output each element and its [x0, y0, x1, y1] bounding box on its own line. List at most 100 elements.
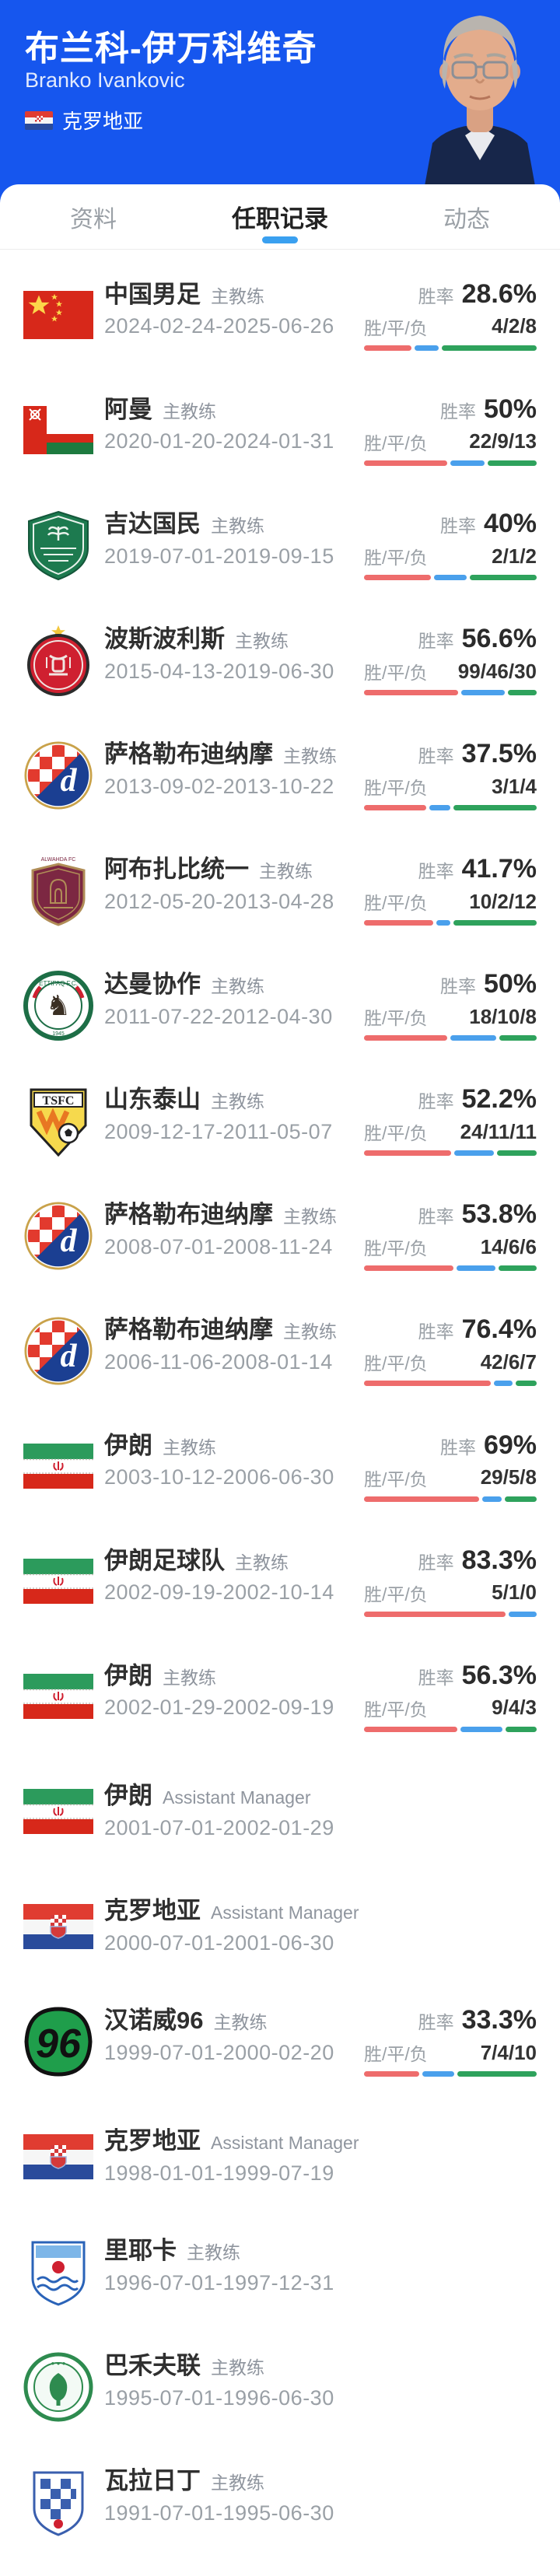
tab-profile[interactable]: 资料: [70, 206, 117, 233]
wdl-bar: [364, 345, 537, 351]
career-entry[interactable]: 阿曼 主教练 胜率 50% 2020-01-20-2024-01-31 胜/平/负 22/9…: [23, 373, 537, 488]
svg-text:ALWAHDA FC: ALWAHDA FC: [41, 857, 76, 863]
role-label: 主教练: [283, 1206, 337, 1227]
wdl-bar: [364, 2071, 537, 2077]
career-entry[interactable]: 里耶卡 主教练 1996-07-01-1997-12-31: [23, 2214, 537, 2329]
role-label: Assistant Manager: [211, 2133, 359, 2153]
loss-bar-segment: [508, 690, 537, 695]
win-bar-segment: [364, 575, 431, 580]
wdl-bar: [364, 575, 537, 580]
dinamo-crest-icon: d: [23, 740, 93, 811]
role-label: 主教练: [235, 631, 289, 651]
wdl-value: 29/5/8: [480, 1465, 537, 1489]
wdl-label: 胜/平/负: [364, 893, 428, 913]
win-bar-segment: [364, 1611, 506, 1617]
svg-text:d: d: [61, 763, 78, 799]
dinamo-crest-icon: d: [23, 1200, 93, 1272]
win-bar-segment: [364, 1381, 492, 1386]
date-range: 2011-07-22-2012-04-30: [104, 1004, 333, 1028]
career-entry[interactable]: ALWAHDA FC 阿布扎比统一 主教练 胜率 41.7% 2012-05-20-20…: [23, 833, 537, 948]
date-range: 2008-07-01-2008-11-24: [104, 1234, 333, 1258]
date-range: 2001-07-01-2002-01-29: [104, 1815, 334, 1839]
win-rate-value: 33.3%: [461, 2005, 537, 2035]
date-range: 2012-05-20-2013-04-28: [104, 889, 334, 913]
draw-bar-segment: [433, 575, 467, 580]
win-rate-label: 胜率: [418, 1321, 454, 1342]
win-bar-segment: [364, 345, 412, 351]
wdl-value: 10/2/12: [469, 889, 537, 913]
team-name: 巴禾夫联: [104, 2352, 201, 2379]
career-entry[interactable]: 克罗地亚 Assistant Manager 1998-01-01-1999-07-…: [23, 2099, 537, 2214]
alahli-crest-icon: [23, 509, 93, 581]
loss-bar-segment: [487, 460, 537, 466]
wdl-label: 胜/平/负: [364, 663, 428, 683]
win-rate-label: 胜率: [418, 1552, 454, 1573]
croatia-flag-icon: [23, 1896, 93, 1957]
date-range: 2024-02-24-2025-06-26: [104, 314, 334, 338]
career-entry[interactable]: 伊朗 Assistant Manager 2001-07-01-2002-01-29: [23, 1754, 537, 1869]
svg-text:TSFC: TSFC: [43, 1094, 75, 1108]
wdl-value: 42/6/7: [480, 1349, 537, 1374]
date-range: 2000-07-01-2001-06-30: [104, 1930, 334, 1955]
svg-text:d: d: [61, 1223, 78, 1259]
team-name: 伊朗: [104, 1431, 152, 1459]
ettifaq-crest-icon: ♞ ETTIFAQ F.C. 1945: [23, 970, 93, 1041]
draw-bar-segment: [436, 920, 450, 926]
career-entry[interactable]: 瓦拉日丁 主教练 1991-07-01-1995-06-30: [23, 2445, 537, 2560]
career-entry[interactable]: d 萨格勒布迪纳摩 主教练 胜率 37.5% 2013-09-02-2013-10-22…: [23, 718, 537, 833]
career-entry[interactable]: 伊朗足球队 主教练 胜率 83.3% 2002-09-19-2002-10-14 胜/平/…: [23, 1524, 537, 1639]
wdl-bar: [364, 920, 537, 926]
svg-text:ETTIFAQ F.C.: ETTIFAQ F.C.: [39, 980, 78, 987]
career-entry[interactable]: d 萨格勒布迪纳摩 主教练 胜率 53.8% 2008-07-01-2008-11-24…: [23, 1178, 537, 1293]
career-entry[interactable]: TSFC 山东泰山 主教练 胜率 52.2% 2009-12-17-2011-05-07…: [23, 1063, 537, 1178]
wdl-bar: [364, 1726, 537, 1732]
china-flag-icon: [23, 280, 93, 351]
date-range: 2019-07-01-2019-09-15: [104, 544, 334, 568]
wdl-label: 胜/平/负: [364, 1699, 428, 1720]
role-label: 主教练: [163, 401, 216, 422]
team-name: 伊朗足球队: [104, 1546, 225, 1574]
wdl-value: 22/9/13: [469, 429, 537, 453]
draw-bar-segment: [494, 1381, 513, 1386]
loss-bar-segment: [498, 1265, 537, 1271]
career-entry[interactable]: ♞ ETTIFAQ F.C. 1945 达曼协作 主教练 胜率 50% 2011-07-2…: [23, 948, 537, 1063]
tab-news[interactable]: 动态: [443, 206, 490, 233]
wdl-label: 胜/平/负: [364, 1468, 428, 1489]
date-range: 1995-07-01-1996-06-30: [104, 2385, 334, 2410]
win-bar-segment: [364, 690, 459, 695]
wdl-value: 14/6/6: [480, 1234, 537, 1258]
wdl-value: 7/4/10: [480, 2040, 537, 2064]
role-label: Assistant Manager: [163, 1787, 311, 1808]
role-label: 主教练: [283, 746, 337, 766]
career-entry[interactable]: ● ● ● 巴禾夫联 主教练 1995-07-01-1996-06-30: [23, 2329, 537, 2445]
career-entry[interactable]: d 萨格勒布迪纳摩 主教练 胜率 76.4% 2006-11-06-2008-01-14…: [23, 1293, 537, 1409]
loss-bar-segment: [496, 1150, 537, 1156]
team-name: 瓦拉日丁: [104, 2467, 201, 2494]
career-entry[interactable]: 克罗地亚 Assistant Manager 2000-07-01-2001-06-…: [23, 1869, 537, 1984]
dinamo-crest-icon: d: [23, 1315, 93, 1387]
role-label: 主教练: [283, 1321, 337, 1342]
tab-career-record[interactable]: 任职记录: [187, 184, 373, 249]
wdl-label: 胜/平/负: [364, 2044, 428, 2064]
date-range: 1999-07-01-2000-02-20: [104, 2040, 334, 2064]
date-range: 2020-01-20-2024-01-31: [104, 429, 334, 453]
career-entry[interactable]: 吉达国民 主教练 胜率 40% 2019-07-01-2019-09-15 胜/平/负 2/…: [23, 488, 537, 603]
wdl-label: 胜/平/负: [364, 317, 428, 338]
team-name: 克罗地亚: [104, 1897, 201, 1924]
wdl-label: 胜/平/负: [364, 548, 428, 568]
career-entry[interactable]: 伊朗 主教练 胜率 56.3% 2002-01-29-2002-09-19 胜/平/负 9/…: [23, 1639, 537, 1754]
career-entry[interactable]: 96 汉诺威96 主教练 胜率 33.3% 1999-07-01-2000-02-20 胜/…: [23, 1984, 537, 2099]
croatia-flag-icon: [23, 2126, 93, 2187]
career-entry[interactable]: 伊朗 主教练 胜率 69% 2003-10-12-2006-06-30 胜/平/负 29/5…: [23, 1409, 537, 1524]
iran-flag-icon: [23, 1431, 93, 1502]
career-list: 中国男足 主教练 胜率 28.6% 2024-02-24-2025-06-26 胜/平/负…: [0, 250, 560, 2575]
svg-text:♞: ♞: [46, 989, 71, 1021]
team-name: 萨格勒布迪纳摩: [104, 1316, 273, 1343]
wdl-bar: [364, 1265, 537, 1271]
draw-bar-segment: [422, 2071, 455, 2077]
wdl-label: 胜/平/负: [364, 1353, 428, 1374]
role-label: 主教练: [211, 2473, 264, 2493]
career-entry[interactable]: 波斯波利斯 主教练 胜率 56.6% 2015-04-13-2019-06-30 胜/平/…: [23, 603, 537, 718]
draw-bar-segment: [481, 1496, 502, 1502]
career-entry[interactable]: 中国男足 主教练 胜率 28.6% 2024-02-24-2025-06-26 胜/平/负…: [23, 257, 537, 373]
